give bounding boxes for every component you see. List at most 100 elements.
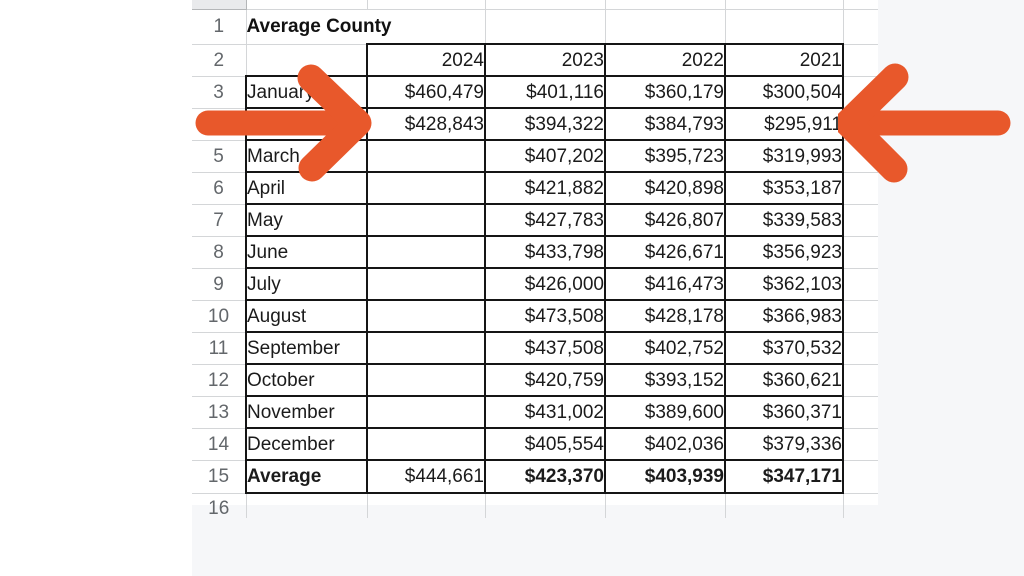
value-cell[interactable]: $426,807 xyxy=(604,203,726,237)
corner-header-stub[interactable] xyxy=(192,0,247,10)
value-cell[interactable]: $295,911 xyxy=(724,107,844,141)
value-cell[interactable]: $421,882 xyxy=(484,171,606,205)
value-cell[interactable] xyxy=(366,331,486,365)
empty-cell xyxy=(843,396,878,429)
row-number-cell[interactable]: 15 xyxy=(192,460,247,494)
empty-cell xyxy=(843,236,878,269)
value-cell[interactable]: $379,336 xyxy=(724,427,844,461)
value-cell[interactable]: $437,508 xyxy=(484,331,606,365)
month-label-cell[interactable]: May xyxy=(245,203,368,237)
value-cell[interactable]: $360,621 xyxy=(724,363,844,397)
row-number-cell[interactable]: 9 xyxy=(192,268,247,301)
value-cell[interactable]: $356,923 xyxy=(724,235,844,269)
empty-cell xyxy=(843,300,878,333)
empty-cell[interactable] xyxy=(604,9,725,45)
empty-cell xyxy=(843,268,878,301)
value-cell[interactable]: $384,793 xyxy=(604,107,726,141)
value-cell[interactable]: $426,000 xyxy=(484,267,606,301)
value-cell[interactable]: $362,103 xyxy=(724,267,844,301)
month-label-cell[interactable]: December xyxy=(245,427,368,461)
value-cell[interactable]: $444,661 xyxy=(366,459,486,494)
empty-cell xyxy=(843,364,878,397)
value-cell[interactable]: $393,152 xyxy=(604,363,726,397)
clipped-row-number: 16 xyxy=(208,497,230,519)
value-cell[interactable] xyxy=(366,299,486,333)
value-cell[interactable] xyxy=(366,203,486,237)
value-cell[interactable]: $360,179 xyxy=(604,75,726,109)
month-label-cell[interactable]: November xyxy=(245,395,368,429)
value-cell[interactable]: $402,036 xyxy=(604,427,726,461)
empty-cell xyxy=(604,493,725,518)
value-cell[interactable]: $416,473 xyxy=(604,267,726,301)
value-cell[interactable]: $395,723 xyxy=(604,139,726,173)
row-number-cell[interactable]: 1 xyxy=(192,9,247,45)
month-label-cell[interactable]: September xyxy=(245,331,368,365)
value-cell[interactable]: $423,370 xyxy=(484,459,606,494)
month-label-cell[interactable]: Average xyxy=(245,459,368,494)
value-cell[interactable] xyxy=(366,139,486,173)
row-number-cell[interactable]: 2 xyxy=(192,44,247,77)
year-header-cell[interactable]: 2023 xyxy=(484,43,606,77)
month-label-cell[interactable]: July xyxy=(245,267,368,301)
month-label-cell[interactable]: October xyxy=(245,363,368,397)
value-cell[interactable]: $319,993 xyxy=(724,139,844,173)
value-cell[interactable] xyxy=(366,267,486,301)
header-strip-cell xyxy=(842,0,878,10)
row-number-cell[interactable]: 10 xyxy=(192,300,247,333)
value-cell[interactable] xyxy=(366,171,486,205)
value-cell[interactable]: $339,583 xyxy=(724,203,844,237)
value-cell[interactable]: $473,508 xyxy=(484,299,606,333)
empty-cell xyxy=(843,44,878,77)
header-strip-cell xyxy=(366,0,485,10)
value-cell[interactable] xyxy=(366,235,486,269)
value-cell[interactable]: $420,898 xyxy=(604,171,726,205)
value-cell[interactable] xyxy=(366,363,486,397)
row-number-cell[interactable]: 7 xyxy=(192,204,247,237)
value-cell[interactable]: $347,171 xyxy=(724,459,844,494)
value-cell[interactable]: $366,983 xyxy=(724,299,844,333)
month-label-cell[interactable]: August xyxy=(245,299,368,333)
value-cell[interactable]: $353,187 xyxy=(724,171,844,205)
year-header-cell[interactable]: 2022 xyxy=(604,43,726,77)
empty-cell[interactable] xyxy=(484,9,605,45)
header-strip-cell xyxy=(484,0,605,10)
value-cell[interactable] xyxy=(366,395,486,429)
empty-cell[interactable] xyxy=(367,9,485,45)
value-cell[interactable]: $428,178 xyxy=(604,299,726,333)
value-cell[interactable]: $460,479 xyxy=(366,75,486,109)
row-number-cell[interactable]: 16 xyxy=(192,493,247,519)
value-cell[interactable]: $428,843 xyxy=(366,107,486,141)
value-cell[interactable]: $300,504 xyxy=(724,75,844,109)
value-cell[interactable]: $420,759 xyxy=(484,363,606,397)
value-cell[interactable] xyxy=(366,427,486,461)
empty-cell xyxy=(724,493,843,518)
row-number-cell[interactable]: 3 xyxy=(192,76,247,109)
month-label-cell[interactable]: June xyxy=(245,235,368,269)
value-cell[interactable]: $360,371 xyxy=(724,395,844,429)
row-number-cell[interactable]: 12 xyxy=(192,364,247,397)
value-cell[interactable]: $394,322 xyxy=(484,107,606,141)
row-number-cell[interactable]: 11 xyxy=(192,332,247,365)
value-cell[interactable]: $426,671 xyxy=(604,235,726,269)
sheet-title-cell[interactable]: Average County xyxy=(246,9,392,45)
empty-cell xyxy=(843,204,878,237)
value-cell[interactable]: $427,783 xyxy=(484,203,606,237)
value-cell[interactable]: $389,600 xyxy=(604,395,726,429)
empty-cell[interactable] xyxy=(724,9,843,45)
row-number-cell[interactable]: 6 xyxy=(192,172,247,205)
empty-cell xyxy=(366,493,485,518)
value-cell[interactable]: $403,939 xyxy=(604,459,726,494)
value-cell[interactable]: $433,798 xyxy=(484,235,606,269)
row-number-cell[interactable]: 13 xyxy=(192,396,247,429)
row-number-cell[interactable]: 14 xyxy=(192,428,247,461)
value-cell[interactable]: $401,116 xyxy=(484,75,606,109)
value-cell[interactable]: $407,202 xyxy=(484,139,606,173)
year-header-cell[interactable]: 2021 xyxy=(724,43,844,77)
year-header-cell[interactable]: 2024 xyxy=(366,43,486,77)
value-cell[interactable]: $370,532 xyxy=(724,331,844,365)
value-cell[interactable]: $431,002 xyxy=(484,395,606,429)
row-number-cell[interactable]: 8 xyxy=(192,236,247,269)
value-cell[interactable]: $402,752 xyxy=(604,331,726,365)
empty-cell xyxy=(245,493,367,518)
value-cell[interactable]: $405,554 xyxy=(484,427,606,461)
